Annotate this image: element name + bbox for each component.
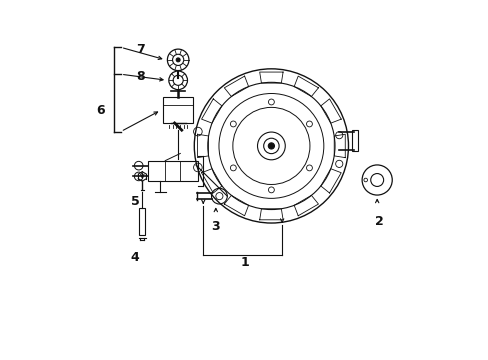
Circle shape bbox=[176, 58, 180, 62]
Text: 6: 6 bbox=[97, 104, 105, 117]
Bar bbox=[351, 130, 358, 151]
Text: 7: 7 bbox=[136, 42, 144, 55]
Text: 8: 8 bbox=[136, 69, 144, 82]
Bar bbox=[163, 97, 193, 123]
Text: 5: 5 bbox=[130, 195, 139, 208]
Bar bbox=[139, 208, 145, 235]
Text: 2: 2 bbox=[374, 215, 383, 228]
Text: 4: 4 bbox=[130, 251, 139, 264]
Text: 1: 1 bbox=[240, 256, 248, 269]
Text: 3: 3 bbox=[211, 220, 220, 233]
Bar bbox=[147, 161, 198, 181]
Circle shape bbox=[268, 143, 274, 149]
